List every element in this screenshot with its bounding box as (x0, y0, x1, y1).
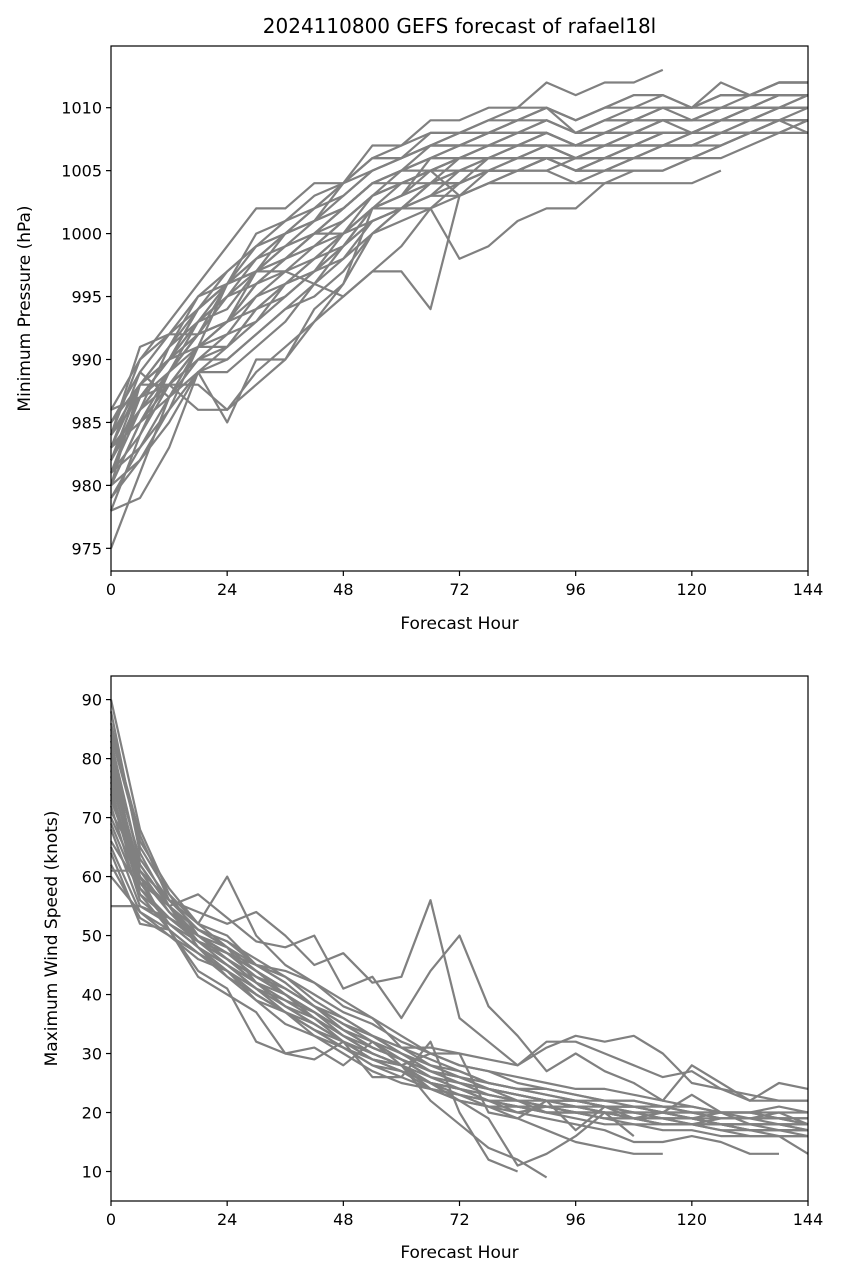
pressure-y-tick-label: 980 (71, 476, 102, 495)
wind-series-line-14 (109, 781, 809, 1102)
pressure-series-line-31 (109, 81, 808, 436)
pressure-y-tick-label: 975 (71, 539, 102, 558)
pressure-y-tick-label: 985 (71, 413, 102, 432)
pressure-x-tick-label: 48 (333, 580, 353, 599)
wind-series-line-27 (109, 823, 779, 1155)
wind-y-tick-label: 60 (82, 868, 102, 887)
pressure-series-line-30 (110, 119, 808, 487)
wind-series-line-26 (109, 776, 663, 1155)
wind-y-tick-label: 70 (82, 809, 102, 828)
wind-y-axis-label: Maximum Wind Speed (knots) (42, 811, 62, 1067)
pressure-y-tick-label: 1000 (61, 225, 102, 244)
wind-x-tick-label: 72 (449, 1210, 469, 1229)
pressure-x-tick-label: 24 (217, 580, 237, 599)
pressure-chart: 0 24 48 72 96 120 144 975 980 985 990 995 1000 1005 1… (15, 14, 823, 634)
pressure-x-tick-label: 120 (677, 580, 708, 599)
wind-x-tick-label: 0 (106, 1210, 116, 1229)
wind-y-tick-label: 50 (82, 927, 102, 946)
pressure-x-tick-label: 72 (449, 580, 469, 599)
wind-y-tick-label: 90 (82, 691, 102, 710)
pressure-series-line-22 (109, 119, 808, 486)
wind-series-line-28 (109, 740, 809, 1155)
wind-y-tick-label: 30 (82, 1045, 102, 1064)
pressure-x-ticks: 0 24 48 72 96 120 144 (106, 571, 823, 599)
wind-y-tick-label: 20 (82, 1104, 102, 1123)
pressure-y-ticks: 975 980 985 990 995 1000 1005 1010 (61, 99, 111, 558)
pressure-x-tick-label: 144 (793, 580, 824, 599)
pressure-series-group (109, 68, 809, 549)
pressure-x-tick-label: 96 (565, 580, 585, 599)
wind-x-axis-label: Forecast Hour (400, 1243, 518, 1263)
wind-series-line-23 (109, 799, 519, 1173)
wind-x-tick-label: 48 (333, 1210, 353, 1229)
wind-x-tick-label: 96 (565, 1210, 585, 1229)
pressure-y-tick-label: 1005 (61, 162, 102, 181)
pressure-chart-title: 2024110800 GEFS forecast of rafael18l (263, 14, 656, 38)
wind-y-tick-label: 40 (82, 986, 102, 1005)
pressure-x-axis-label: Forecast Hour (400, 614, 518, 634)
wind-series-line-22 (109, 852, 808, 1132)
wind-chart: 0 24 48 72 96 120 144 10 20 30 40 50 60 70 80 90 Forec… (42, 675, 823, 1263)
pressure-y-tick-label: 1010 (61, 99, 102, 118)
pressure-series-line-28 (110, 94, 809, 424)
pressure-y-tick-label: 995 (71, 288, 102, 307)
wind-y-tick-label: 10 (82, 1163, 102, 1182)
pressure-y-axis-label: Minimum Pressure (hPa) (15, 205, 35, 411)
wind-y-ticks: 10 20 30 40 50 60 70 80 90 (82, 691, 111, 1182)
pressure-x-tick-label: 0 (106, 580, 116, 599)
wind-x-tick-label: 24 (217, 1210, 237, 1229)
wind-x-tick-label: 144 (793, 1210, 824, 1229)
wind-y-tick-label: 80 (82, 750, 102, 769)
wind-x-tick-label: 120 (677, 1210, 708, 1229)
wind-series-line-13 (109, 758, 808, 1102)
pressure-y-tick-label: 990 (71, 350, 102, 369)
wind-series-group (109, 699, 809, 1179)
wind-x-ticks: 0 24 48 72 96 120 144 (106, 1201, 823, 1229)
